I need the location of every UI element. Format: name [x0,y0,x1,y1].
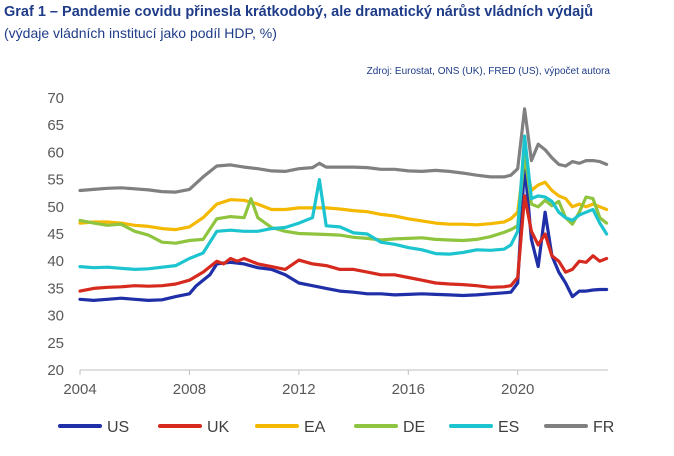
legend-label-us: US [107,419,129,436]
legend-label-uk: UK [207,419,230,436]
series-line-ea [78,156,609,232]
x-tick-label: 2016 [392,381,425,398]
series-line-uk [78,194,609,293]
x-tick-label: 2008 [173,381,206,398]
legend-label-es: ES [498,419,519,436]
x-tick-label: 2012 [282,381,315,398]
y-tick-label: 55 [47,172,64,189]
legend-label-ea: EA [304,419,326,436]
legend-label-fr: FR [593,419,614,436]
legend: US UK EA DE ES FR [58,419,614,436]
y-tick-label: 25 [47,335,64,352]
x-tick-label: 2020 [501,381,534,398]
y-tick-label: 35 [47,280,64,297]
x-axis: 2004 2008 2012 2016 2020 [63,369,608,398]
source-note: Zdroj: Eurostat, ONS (UK), FRED (US), vý… [366,66,610,77]
y-tick-label: 50 [47,199,64,216]
x-tick-label: 2004 [63,381,96,398]
y-tick-label: 45 [47,226,64,243]
y-tick-label: 60 [47,144,64,161]
y-axis: 20 25 30 35 40 45 50 55 60 65 70 [47,90,64,379]
legend-label-de: DE [403,419,425,436]
y-tick-label: 70 [47,90,64,107]
y-tick-label: 40 [47,253,64,270]
chart-subtitle: (výdaje vládních institucí jako podíl HD… [4,25,277,41]
series-lines [78,107,609,302]
y-tick-label: 20 [47,362,64,379]
series-line-es [78,134,609,271]
chart-title: Graf 1 – Pandemie covidu přinesla krátko… [4,4,594,20]
y-tick-label: 30 [47,308,64,325]
series-line-fr [78,107,609,194]
y-tick-label: 65 [47,117,64,134]
